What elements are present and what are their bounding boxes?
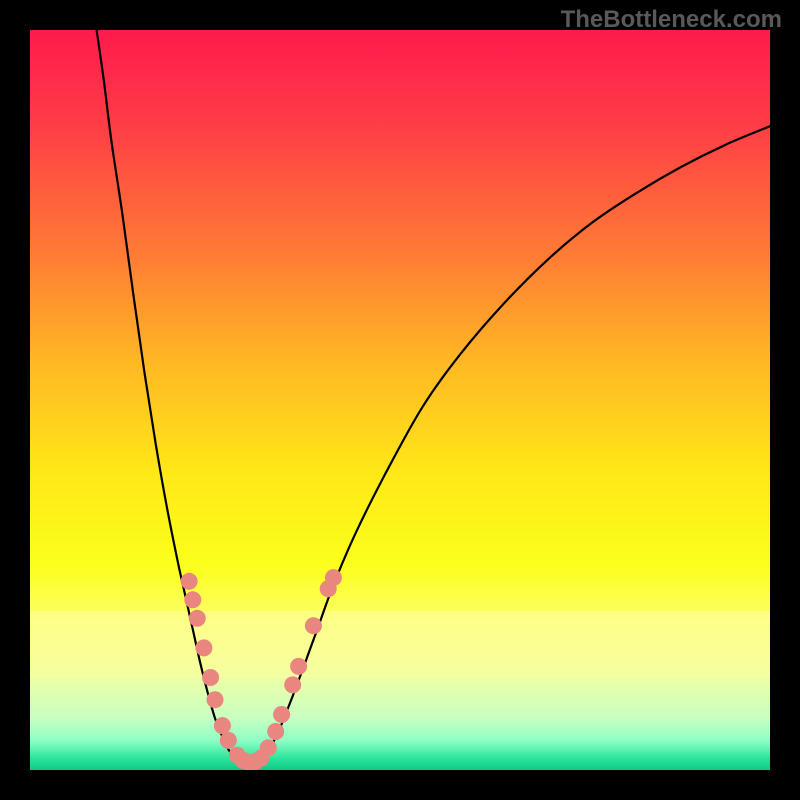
- marker-point: [284, 676, 301, 693]
- marker-point: [184, 591, 201, 608]
- marker-point: [260, 739, 277, 756]
- marker-point: [273, 706, 290, 723]
- plot-svg: [30, 30, 770, 770]
- marker-point: [267, 723, 284, 740]
- chart-container: TheBottleneck.com: [0, 0, 800, 800]
- marker-point: [305, 617, 322, 634]
- marker-point: [195, 639, 212, 656]
- marker-point: [202, 669, 219, 686]
- highlight-band: [30, 611, 770, 678]
- marker-point: [181, 573, 198, 590]
- marker-point: [290, 658, 307, 675]
- plot-area: [30, 30, 770, 770]
- marker-point: [220, 732, 237, 749]
- marker-point: [214, 717, 231, 734]
- marker-point: [325, 569, 342, 586]
- marker-point: [207, 691, 224, 708]
- marker-point: [189, 610, 206, 627]
